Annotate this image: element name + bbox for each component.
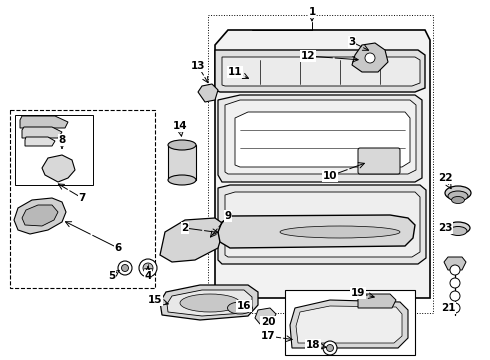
Polygon shape [20,116,68,128]
Bar [208,15,433,313]
Text: 17: 17 [261,331,275,341]
Polygon shape [255,308,276,324]
Text: 4: 4 [145,271,152,281]
Polygon shape [290,300,408,348]
Polygon shape [167,290,252,316]
Text: 14: 14 [172,121,187,131]
Ellipse shape [168,140,196,150]
Ellipse shape [445,186,471,200]
Ellipse shape [227,302,252,314]
Text: 20: 20 [261,317,275,327]
Polygon shape [444,257,466,270]
Polygon shape [215,30,430,298]
Ellipse shape [448,191,468,201]
Polygon shape [14,198,66,234]
Text: 9: 9 [224,211,232,221]
Circle shape [450,291,460,301]
Text: 5: 5 [108,271,116,281]
Polygon shape [358,294,396,308]
Ellipse shape [180,294,240,312]
Ellipse shape [280,226,400,238]
Text: 12: 12 [301,51,315,61]
Text: 18: 18 [306,340,320,350]
Ellipse shape [168,175,196,185]
Polygon shape [198,84,218,102]
Polygon shape [235,112,410,167]
Text: 1: 1 [308,7,316,17]
Text: 15: 15 [148,295,162,305]
Polygon shape [160,218,225,262]
Text: 23: 23 [438,223,452,233]
Polygon shape [215,50,425,92]
Polygon shape [218,185,426,264]
Text: 21: 21 [441,303,455,313]
Polygon shape [42,155,75,182]
Bar [285,290,415,355]
Text: 3: 3 [348,37,356,47]
Polygon shape [22,127,62,138]
Circle shape [118,261,132,275]
Ellipse shape [446,222,470,234]
Text: 10: 10 [323,171,337,181]
Bar [15,115,93,185]
Polygon shape [225,100,416,174]
Circle shape [122,265,128,271]
Circle shape [139,259,157,277]
Circle shape [450,303,460,313]
Text: 7: 7 [78,193,86,203]
Circle shape [365,53,375,63]
Polygon shape [225,192,420,257]
Circle shape [450,278,460,288]
Ellipse shape [449,226,467,235]
Circle shape [323,341,337,355]
FancyBboxPatch shape [358,148,400,174]
Bar [168,145,196,180]
Polygon shape [22,205,58,226]
Bar [10,110,155,288]
Polygon shape [25,137,55,146]
Text: 22: 22 [438,173,452,183]
Circle shape [143,263,153,273]
Text: 8: 8 [58,135,66,145]
Text: 6: 6 [114,243,122,253]
Circle shape [450,265,460,275]
Ellipse shape [451,197,465,203]
Polygon shape [222,57,420,86]
Text: 16: 16 [237,301,251,311]
Text: 11: 11 [228,67,242,77]
Polygon shape [218,95,422,182]
Text: 2: 2 [181,223,189,233]
Text: 19: 19 [351,288,365,298]
Text: 13: 13 [191,61,205,71]
Circle shape [326,345,334,351]
Polygon shape [296,306,402,343]
Polygon shape [352,43,388,72]
Polygon shape [160,285,258,320]
Polygon shape [218,215,415,248]
